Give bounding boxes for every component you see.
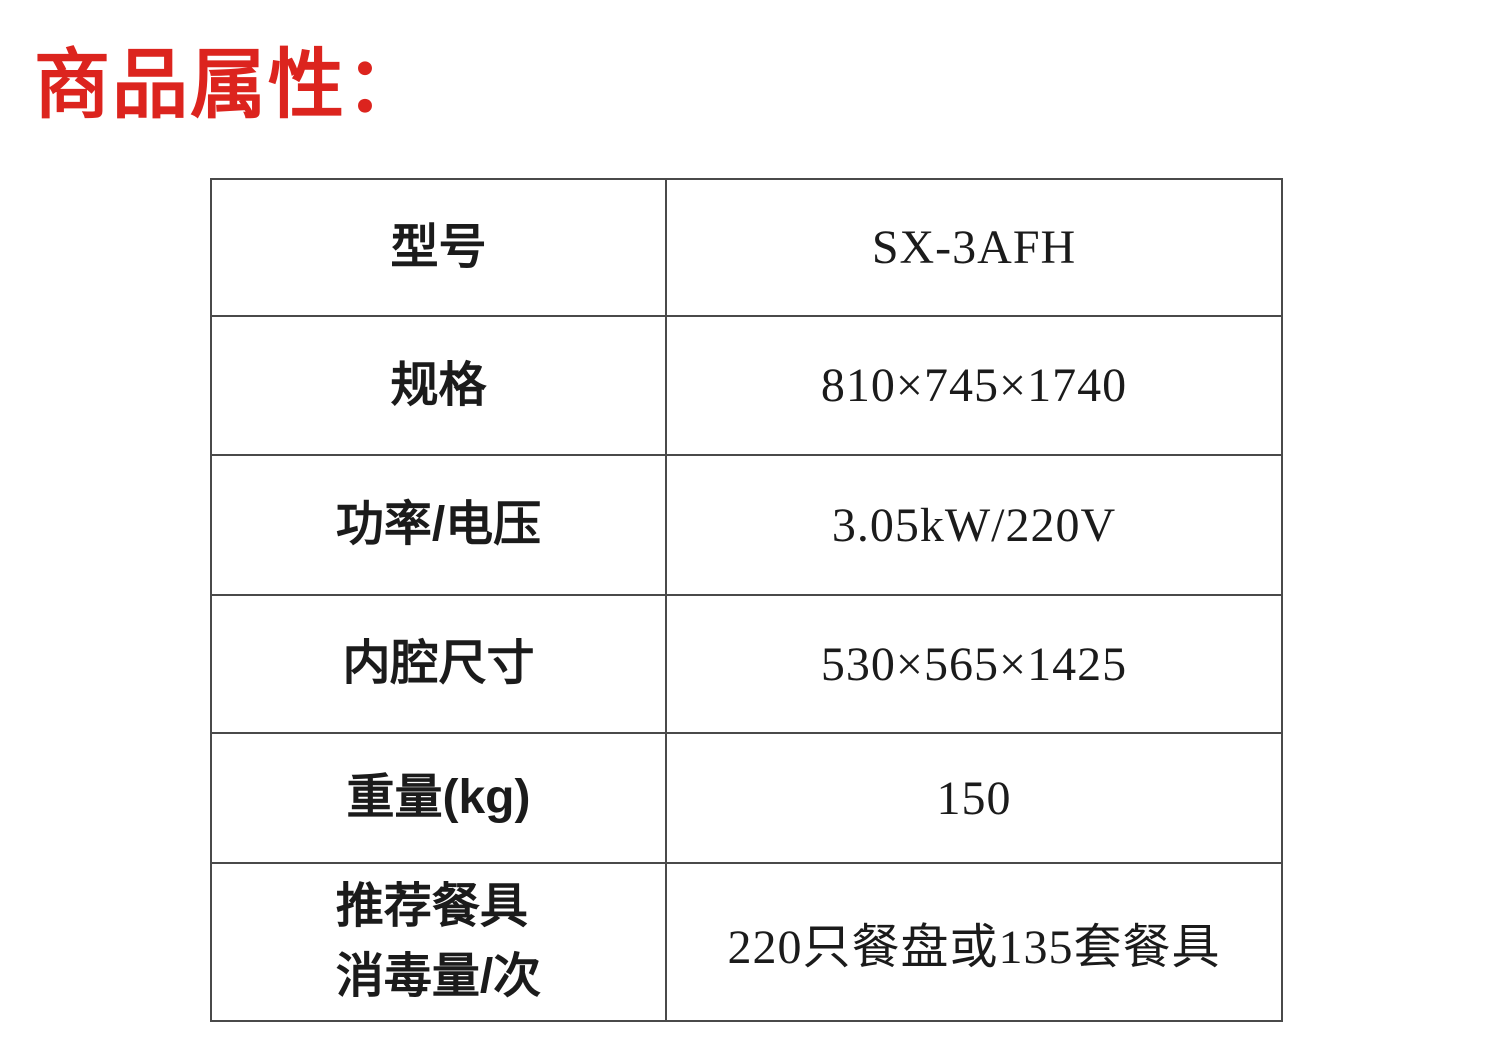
- spec-value-text: 530×565×1425: [820, 637, 1128, 691]
- table-row: 规格 810×745×1740: [212, 315, 1281, 454]
- spec-value: 3.05kW/220V: [665, 456, 1281, 594]
- spec-value-text: SX-3AFH: [871, 221, 1077, 274]
- spec-value: 530×565×1425: [665, 596, 1281, 732]
- spec-label-text: 重量(kg): [346, 771, 531, 825]
- spec-label: 重量(kg): [212, 734, 665, 862]
- spec-value-text: 150: [936, 771, 1012, 825]
- spec-label: 推荐餐具 消毒量/次: [212, 864, 665, 1020]
- spec-label-text: 内腔尺寸: [342, 637, 535, 691]
- spec-label: 型号: [212, 180, 665, 315]
- spec-table: 型号 SX-3AFH 规格 810×745×1740 功率/电压 3.05kW/…: [210, 178, 1283, 1022]
- spec-label: 功率/电压: [212, 456, 665, 594]
- spec-label-text: 规格: [390, 358, 487, 412]
- table-row: 推荐餐具 消毒量/次 220只餐盘或135套餐具: [212, 862, 1281, 1020]
- spec-value-text: 810×745×1740: [820, 359, 1128, 412]
- table-row: 功率/电压 3.05kW/220V: [212, 454, 1281, 594]
- spec-label: 规格: [212, 317, 665, 454]
- spec-value-text: 3.05kW/220V: [831, 498, 1117, 552]
- spec-value: 150: [665, 734, 1281, 862]
- spec-value: 810×745×1740: [665, 317, 1281, 454]
- spec-label-text: 型号: [390, 220, 487, 274]
- table-row: 内腔尺寸 530×565×1425: [212, 594, 1281, 732]
- spec-value-text: 220只餐盘或135套餐具: [727, 921, 1221, 974]
- spec-label: 内腔尺寸: [212, 596, 665, 732]
- table-row: 重量(kg) 150: [212, 732, 1281, 862]
- spec-value: 220只餐盘或135套餐具: [665, 864, 1281, 1020]
- spec-value: SX-3AFH: [665, 180, 1281, 315]
- table-row: 型号 SX-3AFH: [212, 180, 1281, 315]
- page-title: 商品属性：: [34, 43, 424, 128]
- spec-label-text: 推荐餐具 消毒量/次: [335, 880, 542, 1003]
- spec-label-text: 功率/电压: [335, 498, 542, 552]
